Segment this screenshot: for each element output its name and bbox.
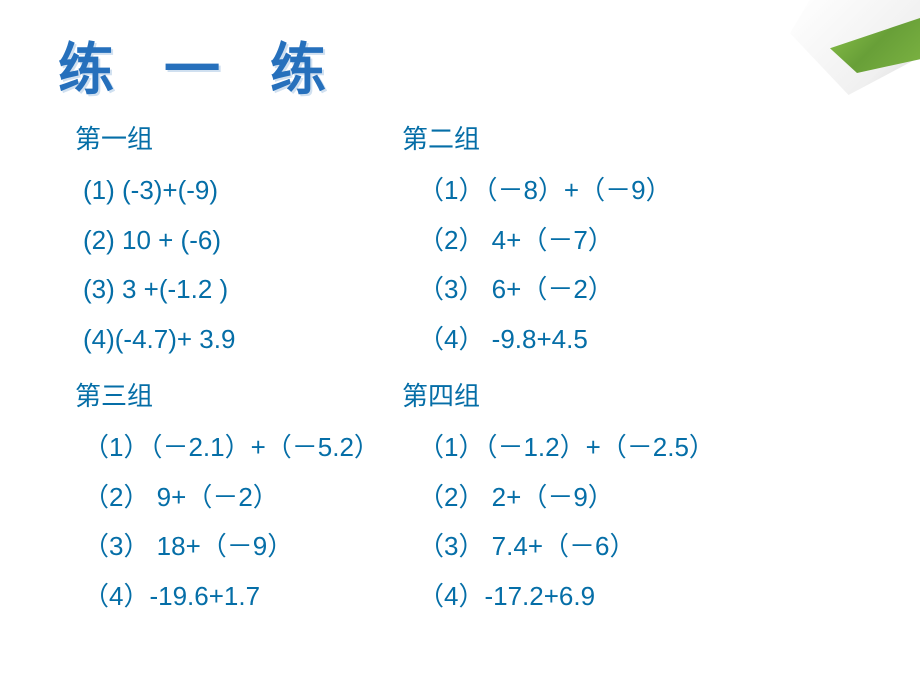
group-2-title: 第二组 [402,115,830,164]
group-2-item-3: （3） 6+（－2） [410,265,830,314]
group-2-item-4: （4） -9.8+4.5 [410,315,830,364]
slide-title: 练 一 练 [58,25,344,106]
group-2-item-1: （1）（－8）+（－9） [410,166,830,215]
group-1-item-3: (3) 3 +(-1.2 ) [75,265,410,314]
group-4-item-3: （3） 7.4+（－6） [410,522,830,571]
group-3: 第三组 （1）（－2.1）+（－5.2） （2） 9+（－2） （3） 18+（… [75,372,410,621]
group-4-item-1: （1）（－1.2）+（－2.5） [410,423,830,472]
group-4: 第四组 （1）（－1.2）+（－2.5） （2） 2+（－9） （3） 7.4+… [410,372,830,621]
group-4-title: 第四组 [402,372,830,421]
group-1-title: 第一组 [75,115,410,164]
group-1-item-1: (1) (-3)+(-9) [75,166,410,215]
content-area: 第一组 (1) (-3)+(-9) (2) 10 + (-6) (3) 3 +(… [75,115,880,621]
group-4-item-2: （2） 2+（－9） [410,473,830,522]
group-4-item-4: （4）-17.2+6.9 [410,572,830,621]
group-2-item-2: （2） 4+（－7） [410,216,830,265]
group-2: 第二组 （1）（－8）+（－9） （2） 4+（－7） （3） 6+（－2） （… [410,115,830,364]
group-1-item-4: (4)(-4.7)+ 3.9 [75,315,410,364]
group-3-item-1: （1）（－2.1）+（－5.2） [75,423,410,472]
group-3-item-2: （2） 9+（－2） [75,473,410,522]
group-1-item-2: (2) 10 + (-6) [75,216,410,265]
group-1: 第一组 (1) (-3)+(-9) (2) 10 + (-6) (3) 3 +(… [75,115,410,364]
group-3-title: 第三组 [75,372,410,421]
bottom-row: 第三组 （1）（－2.1）+（－5.2） （2） 9+（－2） （3） 18+（… [75,372,880,621]
group-3-item-4: （4）-19.6+1.7 [75,572,410,621]
page-curl-decoration [780,0,920,110]
top-row: 第一组 (1) (-3)+(-9) (2) 10 + (-6) (3) 3 +(… [75,115,880,364]
group-3-item-3: （3） 18+（－9） [75,522,410,571]
